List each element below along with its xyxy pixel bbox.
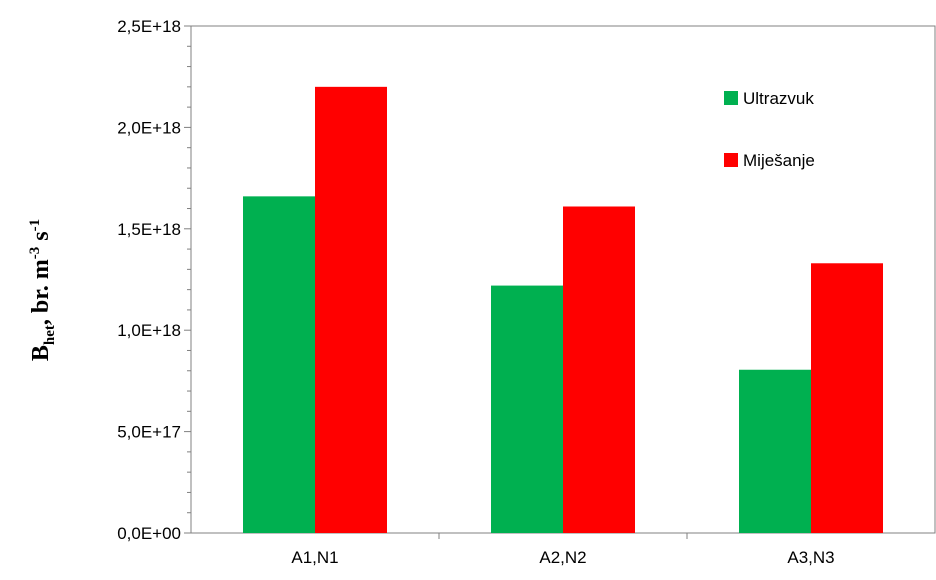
bars [243, 86, 883, 534]
y-tick-label: 2,0E+18 [117, 118, 181, 137]
legend-label: Ultrazvuk [743, 89, 814, 108]
bar-ultrazvuk [491, 285, 563, 533]
legend: Ultrazvuk Miješanje [724, 89, 815, 170]
y-tick-label: 1,5E+18 [117, 220, 181, 239]
legend-swatch [724, 91, 738, 105]
y-tick-label: 2,5E+18 [117, 17, 181, 36]
x-tick-label: A2,N2 [539, 548, 586, 567]
legend-swatch [724, 153, 738, 167]
bar-mijesanje [563, 206, 635, 533]
x-tick-label: A1,N1 [291, 548, 338, 567]
bar-ultrazvuk [739, 369, 811, 533]
y-axis: 0,0E+00 5,0E+17 1,0E+18 1,5E+18 2,0E+18 2,5E+… [117, 17, 191, 543]
legend-label: Miješanje [743, 151, 815, 170]
bar-ultrazvuk [243, 196, 315, 534]
y-tick-label: 1,0E+18 [117, 321, 181, 340]
x-tick-label: A3,N3 [787, 548, 834, 567]
y-tick-label: 0,0E+00 [117, 524, 181, 543]
y-tick-label: 5,0E+17 [117, 423, 181, 442]
x-axis: A1,N1 A2,N2 A3,N3 [291, 533, 835, 567]
bar-mijesanje [811, 263, 883, 533]
bar-mijesanje [315, 86, 387, 533]
y-axis-label: Bhet, br. m-3 s-1 [27, 219, 58, 361]
